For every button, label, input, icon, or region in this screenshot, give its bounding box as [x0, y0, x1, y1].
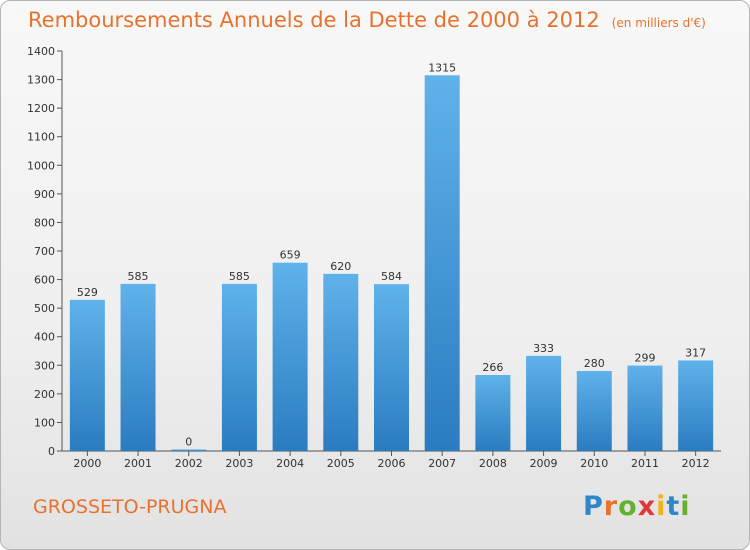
chart-title: Remboursements Annuels de la Dette de 20…	[28, 8, 706, 32]
x-tick-label-2000: 2000	[73, 457, 101, 470]
bar-2004	[272, 262, 308, 451]
logo-letter: i	[680, 491, 691, 522]
bar-2010	[576, 371, 612, 451]
y-tick-label: 1000	[27, 159, 55, 172]
y-tick-label: 1200	[27, 102, 55, 115]
x-tick-label-2002: 2002	[175, 457, 203, 470]
logo-letter: o	[618, 491, 638, 522]
bar-2008	[475, 375, 511, 451]
chart-title-text: Remboursements Annuels de la Dette de 20…	[28, 8, 600, 32]
y-tick-label: 400	[34, 331, 55, 344]
bar-2003	[221, 283, 257, 451]
value-label-2010: 280	[584, 357, 605, 370]
y-axis: 0 100 200 300 400 500 600 700 800 900 1000 1100 1200…	[27, 45, 63, 458]
logo-letter: i	[656, 491, 667, 522]
y-tick-label: 900	[34, 188, 55, 201]
value-label-2009: 333	[533, 342, 554, 355]
x-tick-label-2003: 2003	[225, 457, 253, 470]
proxiti-logo: Proxiti	[583, 491, 691, 522]
x-tick-label-2010: 2010	[580, 457, 608, 470]
y-tick-label: 1100	[27, 131, 55, 144]
value-label-2005: 620	[330, 260, 351, 273]
x-tick-label-2011: 2011	[631, 457, 659, 470]
bar-2012	[678, 360, 714, 451]
value-label-2012: 317	[685, 346, 706, 359]
value-label-2004: 659	[280, 249, 301, 262]
x-tick-label-2006: 2006	[378, 457, 406, 470]
commune-name: GROSSETO-PRUGNA	[33, 496, 227, 518]
x-axis: 2000 2001 2002 2003 2004 2005 2006 2007 2008 2009…	[62, 450, 721, 470]
logo-letter: x	[637, 491, 657, 522]
value-label-2003: 585	[229, 270, 250, 283]
value-labels: 529 585 0 585 659 620 584 1315 266 333 280 299 317	[77, 61, 706, 448]
y-tick-label: 600	[34, 274, 55, 287]
logo-letter: P	[583, 491, 604, 522]
y-tick-label: 800	[34, 216, 55, 229]
unit-note: (en milliers d'€)	[611, 16, 706, 30]
value-label-2002: 0	[185, 436, 192, 449]
bar-2001	[120, 283, 156, 451]
bar-2000	[69, 299, 105, 451]
x-tick-label-2009: 2009	[530, 457, 558, 470]
y-tick-label: 0	[48, 445, 55, 458]
bar-2002	[171, 449, 207, 451]
value-label-2011: 299	[634, 352, 655, 365]
bars	[69, 75, 714, 452]
value-label-2008: 266	[482, 361, 503, 374]
logo-letter: t	[666, 491, 681, 522]
x-tick-label-2007: 2007	[428, 457, 456, 470]
y-tick-label: 700	[34, 245, 55, 258]
x-tick-label-2004: 2004	[276, 457, 304, 470]
value-label-2007: 1315	[428, 61, 456, 74]
y-tick-label: 300	[34, 359, 55, 372]
y-tick-label: 100	[34, 416, 55, 429]
bar-2006	[374, 284, 409, 451]
value-label-2001: 585	[128, 270, 149, 283]
value-label-2006: 584	[381, 270, 402, 283]
bar-2009	[526, 355, 562, 451]
x-tick-label-2001: 2001	[124, 457, 152, 470]
value-label-2000: 529	[77, 286, 98, 299]
y-tick-label: 1400	[27, 45, 55, 58]
y-tick-label: 500	[34, 302, 55, 315]
y-tick-label: 200	[34, 388, 55, 401]
x-tick-label-2008: 2008	[479, 457, 507, 470]
x-tick-label-2005: 2005	[327, 457, 355, 470]
y-tick-label: 1300	[27, 74, 55, 87]
bar-2007	[424, 75, 460, 452]
logo-letter: r	[603, 491, 619, 522]
x-tick-label-2012: 2012	[682, 457, 710, 470]
bar-2011	[627, 365, 663, 451]
bar-2005	[323, 273, 359, 451]
